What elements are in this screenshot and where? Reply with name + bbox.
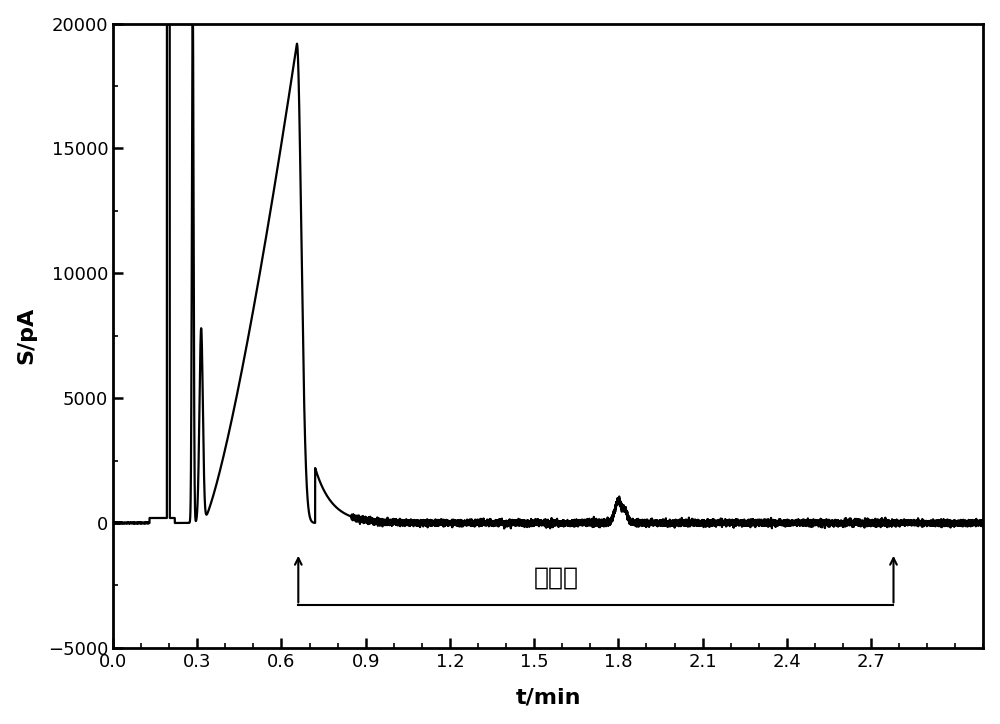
Text: 积分段: 积分段 — [534, 566, 579, 590]
X-axis label: t/min: t/min — [515, 687, 581, 707]
Y-axis label: S/pA: S/pA — [17, 307, 37, 364]
